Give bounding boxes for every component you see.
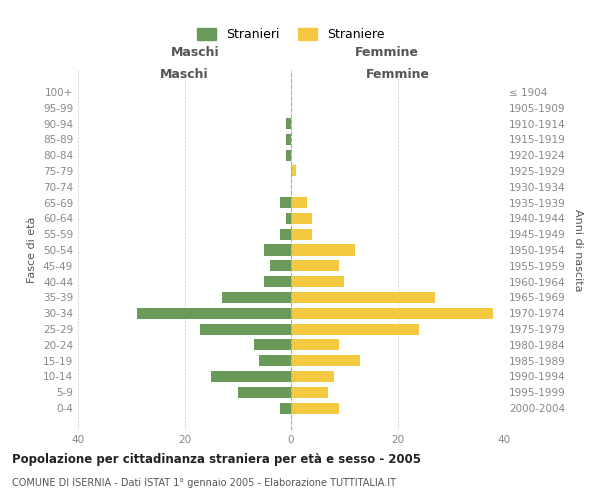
Bar: [291, 197, 307, 208]
Bar: [291, 260, 339, 272]
Bar: [286, 150, 291, 160]
Bar: [222, 292, 291, 303]
Y-axis label: Fasce di età: Fasce di età: [28, 217, 37, 283]
Bar: [286, 118, 291, 129]
Bar: [238, 387, 291, 398]
Bar: [291, 387, 328, 398]
Bar: [291, 371, 334, 382]
Bar: [286, 213, 291, 224]
Bar: [291, 355, 360, 366]
Text: COMUNE DI ISERNIA - Dati ISTAT 1° gennaio 2005 - Elaborazione TUTTITALIA.IT: COMUNE DI ISERNIA - Dati ISTAT 1° gennai…: [12, 478, 396, 488]
Text: Femmine: Femmine: [355, 46, 419, 59]
Bar: [291, 324, 419, 334]
Bar: [259, 355, 291, 366]
Bar: [291, 402, 339, 413]
Bar: [291, 244, 355, 256]
Bar: [265, 276, 291, 287]
Bar: [280, 228, 291, 239]
Bar: [291, 292, 435, 303]
Bar: [291, 166, 296, 176]
Text: Maschi: Maschi: [171, 46, 220, 59]
Bar: [254, 340, 291, 350]
Bar: [137, 308, 291, 319]
Bar: [291, 228, 313, 239]
Y-axis label: Anni di nascita: Anni di nascita: [572, 209, 583, 291]
Legend: Stranieri, Straniere: Stranieri, Straniere: [193, 23, 389, 46]
Bar: [291, 276, 344, 287]
Bar: [265, 244, 291, 256]
Bar: [291, 213, 313, 224]
Text: Femmine: Femmine: [365, 68, 430, 81]
Bar: [211, 371, 291, 382]
Bar: [200, 324, 291, 334]
Text: Maschi: Maschi: [160, 68, 209, 81]
Bar: [280, 197, 291, 208]
Bar: [270, 260, 291, 272]
Bar: [280, 402, 291, 413]
Text: Popolazione per cittadinanza straniera per età e sesso - 2005: Popolazione per cittadinanza straniera p…: [12, 452, 421, 466]
Bar: [291, 308, 493, 319]
Bar: [286, 134, 291, 145]
Bar: [291, 340, 339, 350]
